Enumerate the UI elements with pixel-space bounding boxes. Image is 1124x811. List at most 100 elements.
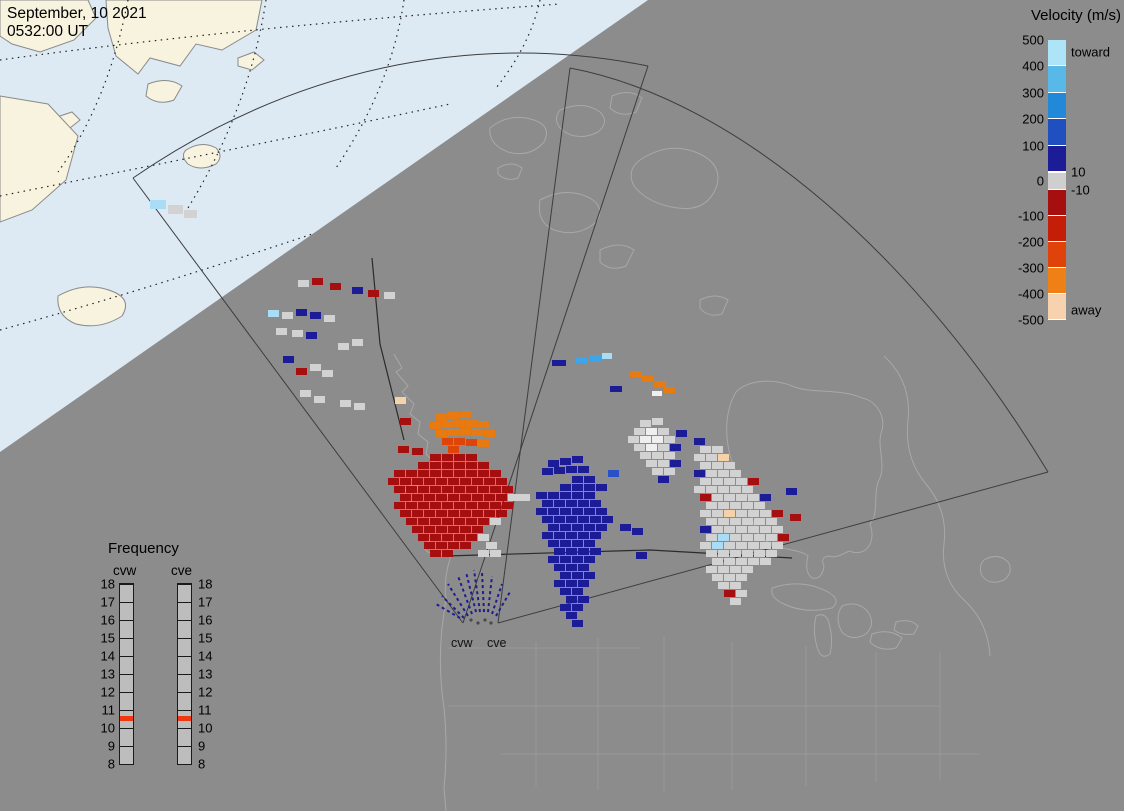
frequency-tick-label: 16 — [100, 612, 115, 628]
echo-cell — [724, 574, 735, 581]
echo-cell — [484, 478, 495, 485]
echo-cell — [478, 440, 489, 447]
near-radar-echo-ray — [473, 569, 481, 613]
echo-cell — [394, 486, 405, 493]
radar-site-dot — [489, 621, 493, 625]
echo-cell — [718, 486, 729, 493]
velocity-inner-tick-label: 10 — [1071, 164, 1086, 180]
near-radar-echo-ray — [447, 583, 469, 617]
near-radar-echo-ray — [495, 591, 511, 617]
echo-cell — [454, 470, 465, 477]
echo-cell — [584, 484, 595, 491]
frequency-tick-line — [178, 710, 191, 711]
cve-fov-left-edge — [497, 67, 571, 624]
echo-cell — [706, 550, 717, 557]
echo-cell — [418, 518, 429, 525]
echo-cell — [730, 502, 741, 509]
radar-label-cvw: cvw — [451, 636, 473, 650]
echo-cell — [596, 508, 607, 515]
echo-cell — [632, 528, 643, 535]
echo-cell — [786, 488, 797, 495]
echo-cell — [368, 290, 379, 297]
echo-cell — [730, 582, 741, 589]
velocity-inner-tick-label: -10 — [1071, 182, 1090, 198]
frequency-tick-label: 13 — [198, 666, 213, 682]
echo-cell — [554, 532, 565, 539]
echo-cell — [418, 470, 429, 477]
echo-cell — [454, 438, 465, 445]
echo-cell — [566, 548, 577, 555]
echo-cell — [652, 436, 663, 443]
echo-cell — [790, 514, 801, 521]
echo-cell — [502, 486, 513, 493]
echo-cell — [554, 580, 565, 587]
velocity-tick-label: -100 — [1017, 208, 1044, 224]
echo-cell — [724, 558, 735, 565]
velocity-tick-label: 0 — [1036, 173, 1044, 189]
colorbar-segment-toward — [1048, 119, 1066, 146]
echo-cell — [578, 532, 589, 539]
time-text: 0532:00 UT — [7, 23, 88, 41]
echo-cell — [554, 500, 565, 507]
frequency-tick-label: 11 — [198, 702, 212, 718]
echo-cell — [490, 518, 501, 525]
echo-cell — [560, 572, 571, 579]
frequency-tick-line — [120, 620, 133, 621]
echo-cell — [554, 564, 565, 571]
echo-cell — [754, 502, 765, 509]
velocity-legend-title: Velocity (m/s) — [1030, 7, 1121, 24]
echo-cell — [724, 590, 735, 597]
echo-cell — [508, 494, 519, 501]
frequency-tick-label: 15 — [100, 630, 115, 646]
echo-cell — [584, 508, 595, 515]
echo-cell — [576, 357, 588, 363]
echo-cell — [490, 550, 501, 557]
echo-cell — [394, 502, 405, 509]
frequency-tick-label: 12 — [198, 684, 213, 700]
echo-cell — [436, 414, 447, 421]
echo-cell — [712, 462, 723, 469]
echo-cell — [602, 516, 613, 523]
echo-cell — [324, 315, 335, 322]
echo-cell — [760, 558, 771, 565]
echo-cell — [418, 462, 429, 469]
arctic-island-1 — [489, 116, 547, 155]
echo-cell — [736, 510, 747, 517]
echo-cell — [412, 510, 423, 517]
velocity-tick-label: 300 — [1022, 85, 1044, 101]
echo-cell — [694, 486, 705, 493]
frequency-tick-line — [178, 620, 191, 621]
echo-cell — [706, 502, 717, 509]
echo-cell — [354, 403, 365, 410]
echo-cell — [712, 574, 723, 581]
arctic-island-2 — [556, 105, 605, 137]
frequency-tick-line — [120, 692, 133, 693]
echo-cell — [394, 470, 405, 477]
echo-cell — [572, 604, 583, 611]
echo-cell — [700, 478, 711, 485]
echo-cell — [694, 438, 705, 445]
echo-cell — [352, 287, 363, 294]
echo-cell — [742, 486, 753, 493]
echo-cell — [748, 510, 759, 517]
cvw-fov-outer-arc — [132, 52, 649, 179]
echo-cell — [590, 548, 601, 555]
frequency-tick-label: 10 — [100, 720, 115, 736]
frequency-bar-cvw — [119, 583, 134, 765]
echo-cell — [566, 580, 577, 587]
near-radar-echo-ray — [487, 575, 493, 613]
toward-label: toward — [1071, 44, 1111, 60]
echo-cell — [572, 484, 583, 491]
echo-cell — [310, 364, 321, 371]
echo-cell — [724, 478, 735, 485]
echo-cell — [472, 526, 483, 533]
echo-cell — [748, 494, 759, 501]
echo-cell — [560, 508, 571, 515]
lake-michigan — [813, 614, 833, 657]
echo-cell — [652, 418, 663, 425]
frequency-legend: Frequency cvw cve 18 18 17 17 16 16 15 15 14 14 13… — [86, 540, 236, 780]
echo-cell — [572, 588, 583, 595]
echo-cell — [466, 518, 477, 525]
echo-cell — [298, 280, 309, 287]
frequency-tick-label: 13 — [100, 666, 115, 682]
